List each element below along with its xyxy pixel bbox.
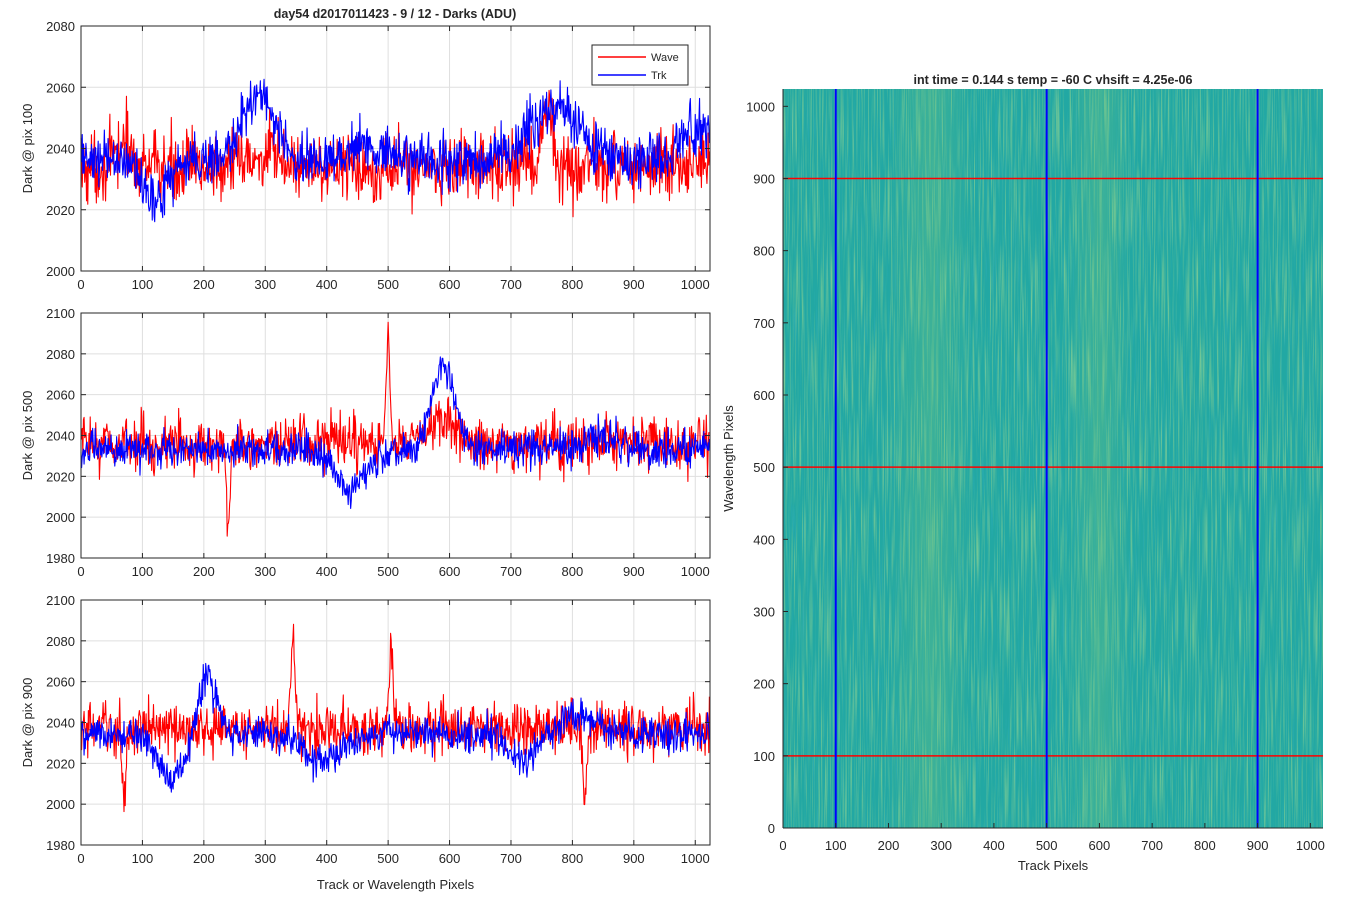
left-figure-title: day54 d2017011423 - 9 / 12 - Darks (ADU) [274, 7, 517, 21]
y-tick-label: 1980 [46, 838, 75, 853]
x-tick-label: 1000 [681, 851, 710, 866]
x-tick-label: 300 [254, 277, 276, 292]
x-tick-label: 1000 [681, 277, 710, 292]
x-tick-label: 600 [439, 277, 461, 292]
series-line-trk [80, 662, 710, 793]
series-line-trk [80, 78, 710, 223]
x-axis-label: Track or Wavelength Pixels [317, 877, 475, 892]
x-tick-label: 700 [500, 851, 522, 866]
heatmap-y-tick-label: 900 [753, 171, 775, 186]
heatmap-x-tick-label: 300 [930, 838, 952, 853]
x-tick-label: 900 [623, 851, 645, 866]
y-tick-label: 2000 [46, 797, 75, 812]
x-tick-label: 900 [623, 277, 645, 292]
y-tick-label: 2060 [46, 80, 75, 95]
heatmap-x-tick-label: 400 [983, 838, 1005, 853]
x-tick-label: 500 [377, 277, 399, 292]
x-tick-label: 600 [439, 851, 461, 866]
x-tick-label: 500 [377, 851, 399, 866]
y-tick-label: 2100 [46, 306, 75, 321]
heatmap-y-tick-label: 300 [753, 604, 775, 619]
y-tick-label: 2040 [46, 429, 75, 444]
y-tick-label: 2020 [46, 469, 75, 484]
heatmap-x-tick-label: 700 [1141, 838, 1163, 853]
legend-label-trk: Trk [651, 70, 667, 82]
y-tick-label: 2040 [46, 142, 75, 157]
x-tick-label: 800 [562, 277, 584, 292]
x-tick-label: 0 [77, 851, 84, 866]
x-tick-label: 400 [316, 277, 338, 292]
heatmap-axes: 0 100 200 300 400 500 600 700 800 900 1000 0 100 200 3… [721, 89, 1325, 873]
heatmap-x-tick-label: 900 [1247, 838, 1269, 853]
y-tick-label: 2060 [46, 675, 75, 690]
heatmap-plot: 0 100 200 300 400 500 600 700 800 900 1000 0 100 200 3… [721, 89, 1325, 873]
y-tick-label: 2020 [46, 756, 75, 771]
heatmap-title: int time = 0.144 s temp = -60 C vhsift =… [914, 73, 1193, 87]
x-tick-label: 900 [623, 564, 645, 579]
x-tick-label: 100 [132, 851, 154, 866]
heatmap-y-tick-label: 800 [753, 244, 775, 259]
y-tick-label: 2000 [46, 264, 75, 279]
x-tick-label: 200 [193, 277, 215, 292]
x-tick-label: 600 [439, 564, 461, 579]
series-line-trk [80, 356, 710, 510]
heatmap-y-axis-label: Wavelength Pixels [721, 405, 736, 512]
y-tick-label: 2020 [46, 203, 75, 218]
x-tick-label: 500 [377, 564, 399, 579]
heatmap-y-tick-label: 200 [753, 677, 775, 692]
heatmap-bright-band [1067, 89, 1132, 828]
heatmap-x-tick-label: 500 [1036, 838, 1058, 853]
y-tick-label: 2080 [46, 634, 75, 649]
x-tick-label: 700 [500, 564, 522, 579]
x-tick-label: 400 [316, 564, 338, 579]
x-tick-label: 100 [132, 564, 154, 579]
heatmap-x-tick-label: 100 [825, 838, 847, 853]
heatmap-y-tick-label: 100 [753, 749, 775, 764]
x-tick-label: 200 [193, 564, 215, 579]
y-tick-label: 2000 [46, 510, 75, 525]
x-tick-label: 800 [562, 564, 584, 579]
y-axis-label: Dark @ pix 900 [20, 678, 35, 768]
y-tick-label: 2040 [46, 716, 75, 731]
x-tick-label: 800 [562, 851, 584, 866]
plot-dark-pix-900: 0 100 200 300 400 500 600 700 800 900 1000 1980 2000… [20, 593, 711, 892]
heatmap-markers [783, 89, 1323, 828]
heatmap-texture-bright [783, 89, 1323, 828]
heatmap-x-tick-label: 600 [1089, 838, 1111, 853]
y-tick-label: 2100 [46, 593, 75, 608]
x-tick-label: 100 [132, 277, 154, 292]
heatmap-y-tick-label: 0 [768, 821, 775, 836]
heatmap-x-tick-label: 0 [779, 838, 786, 853]
y-axis-label: Dark @ pix 500 [20, 391, 35, 481]
heatmap-x-tick-label: 200 [878, 838, 900, 853]
heatmap-bright-bands [888, 89, 1132, 828]
heatmap-x-tick-label: 1000 [1296, 838, 1325, 853]
x-tick-label: 700 [500, 277, 522, 292]
legend-box [591, 44, 689, 86]
heatmap-y-tick-label: 500 [753, 460, 775, 475]
heatmap-y-tick-label: 700 [753, 316, 775, 331]
legend: Wave Trk [591, 44, 689, 86]
legend-label-wave: Wave [651, 52, 679, 64]
heatmap-x-tick-label: 800 [1194, 838, 1216, 853]
x-tick-label: 300 [254, 851, 276, 866]
x-tick-label: 1000 [681, 564, 710, 579]
plot-dark-pix-500: 0 100 200 300 400 500 600 700 800 900 1000 1980 2000… [20, 306, 711, 579]
x-tick-label: 200 [193, 851, 215, 866]
y-axis-label: Dark @ pix 100 [20, 104, 35, 194]
x-tick-label: 0 [77, 564, 84, 579]
x-tick-label: 0 [77, 277, 84, 292]
heatmap-x-axis-label: Track Pixels [1018, 858, 1089, 873]
y-tick-label: 2080 [46, 347, 75, 362]
x-tick-label: 400 [316, 851, 338, 866]
heatmap-y-tick-label: 600 [753, 388, 775, 403]
y-tick-label: 1980 [46, 551, 75, 566]
heatmap-y-tick-label: 1000 [746, 99, 775, 114]
heatmap-y-tick-label: 400 [753, 532, 775, 547]
heatmap-bright-band [888, 89, 973, 828]
y-tick-label: 2080 [46, 19, 75, 34]
y-tick-label: 2060 [46, 388, 75, 403]
x-tick-label: 300 [254, 564, 276, 579]
